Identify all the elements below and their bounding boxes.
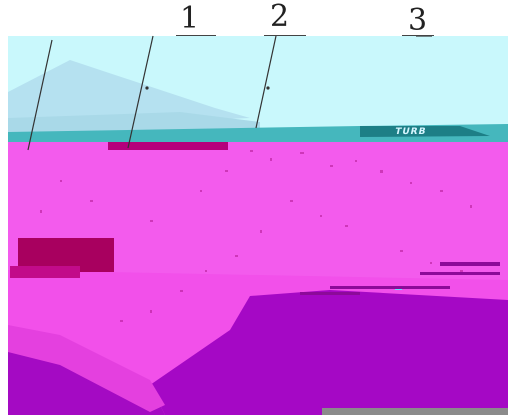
dark-streaks bbox=[300, 262, 500, 295]
purple-region bbox=[150, 290, 508, 415]
leader-lines bbox=[27, 35, 432, 151]
speckle-texture bbox=[40, 150, 472, 322]
callout-underline-1 bbox=[176, 35, 216, 36]
callout-number-2: 2 bbox=[270, 0, 290, 34]
pink-upper-band bbox=[8, 142, 508, 280]
teal-dark-strip bbox=[360, 126, 490, 137]
magenta-block-shadow bbox=[10, 266, 80, 278]
leader-dots bbox=[145, 86, 270, 90]
callout-number-1: 1 bbox=[180, 1, 200, 36]
callout-number-3: 3 bbox=[408, 3, 428, 38]
light-wedge bbox=[8, 60, 250, 128]
grey-bar bbox=[322, 408, 508, 415]
callout-underline-2 bbox=[264, 35, 306, 36]
magenta-strip bbox=[108, 142, 228, 150]
part-label: TURB bbox=[393, 127, 428, 137]
callout-underline-3 bbox=[402, 35, 434, 36]
pink-diagonal bbox=[8, 325, 165, 412]
